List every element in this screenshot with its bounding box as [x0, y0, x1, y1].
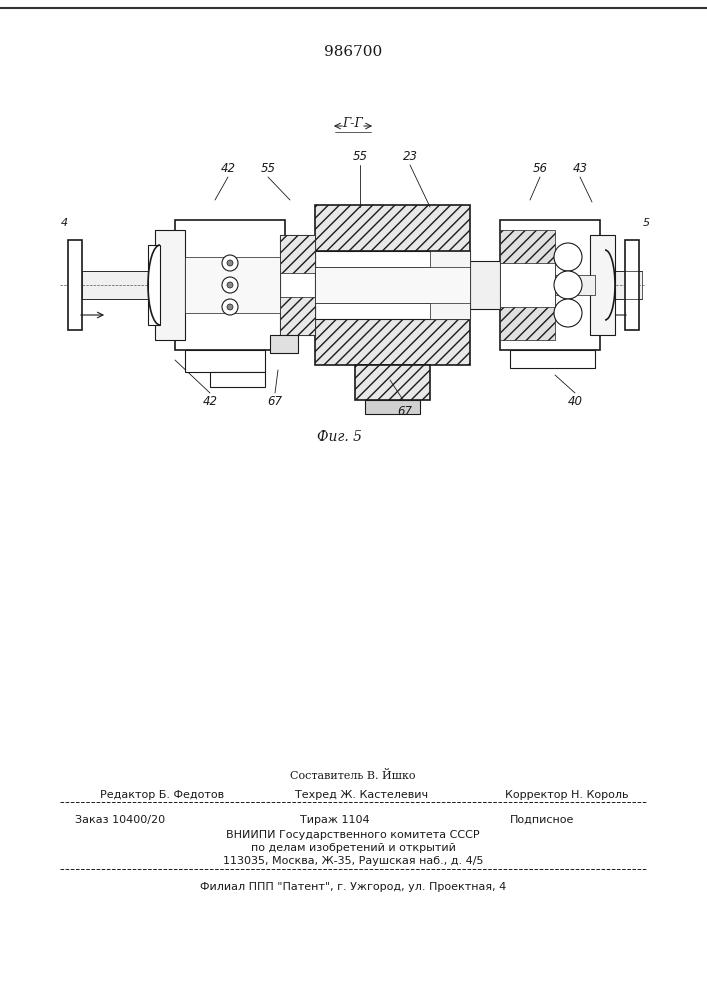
Bar [500, 230, 555, 278]
Text: Заказ 10400/20: Заказ 10400/20 [75, 815, 165, 825]
Circle shape [227, 282, 233, 288]
Text: Филиал ППП "Патент", г. Ужгород, ул. Проектная, 4: Филиал ППП "Патент", г. Ужгород, ул. Про… [200, 882, 506, 892]
Text: 42: 42 [221, 162, 235, 175]
Bar [365, 400, 420, 414]
Bar [555, 275, 595, 295]
Bar [315, 319, 470, 365]
Text: 67: 67 [267, 395, 283, 408]
Text: 23: 23 [402, 150, 418, 163]
Circle shape [554, 271, 582, 299]
Bar [175, 220, 285, 350]
Circle shape [554, 299, 582, 327]
Bar [280, 235, 315, 335]
Text: ВНИИПИ Государственного комитета СССР: ВНИИПИ Государственного комитета СССР [226, 830, 480, 840]
Circle shape [554, 243, 582, 271]
Text: Техред Ж. Кастелевич: Техред Ж. Кастелевич [295, 790, 428, 800]
Text: 55: 55 [353, 150, 368, 163]
Bar [315, 205, 470, 251]
Bar [270, 335, 298, 353]
Circle shape [222, 277, 238, 293]
Text: 67: 67 [397, 405, 412, 418]
Bar [500, 292, 555, 340]
Text: 43: 43 [573, 162, 588, 175]
Bar [285, 267, 315, 303]
Bar [355, 365, 430, 400]
Text: 56: 56 [532, 162, 547, 175]
Text: Тираж 1104: Тираж 1104 [300, 815, 370, 825]
Text: 4: 4 [60, 218, 68, 228]
Bar [148, 245, 160, 325]
Text: Подписное: Подписное [510, 815, 574, 825]
Circle shape [227, 304, 233, 310]
Bar [510, 350, 595, 368]
Bar [280, 235, 315, 273]
Text: 986700: 986700 [324, 45, 382, 59]
Text: 5: 5 [643, 218, 650, 228]
Text: Редактор Б. Федотов: Редактор Б. Федотов [100, 790, 224, 800]
Text: 42: 42 [202, 395, 218, 408]
Bar [500, 263, 555, 307]
Bar [315, 251, 470, 319]
Text: 55: 55 [260, 162, 276, 175]
Bar [470, 261, 500, 309]
Text: Фиг. 5: Фиг. 5 [317, 430, 363, 444]
Bar [185, 257, 280, 313]
Circle shape [222, 255, 238, 271]
Bar [625, 240, 639, 330]
Text: по делам изобретений и открытий: по делам изобретений и открытий [250, 843, 455, 853]
Bar [82, 271, 642, 299]
Bar [590, 235, 615, 335]
Text: 40: 40 [568, 395, 583, 408]
Circle shape [222, 299, 238, 315]
Bar [68, 240, 82, 330]
Bar [315, 267, 470, 303]
Text: Г-Г: Г-Г [343, 117, 363, 130]
Text: 113035, Москва, Ж-35, Раушская наб., д. 4/5: 113035, Москва, Ж-35, Раушская наб., д. … [223, 856, 484, 866]
Text: Составитель В. Йшко: Составитель В. Йшко [291, 770, 416, 781]
Bar [185, 350, 265, 372]
Bar [155, 230, 185, 340]
Text: Корректор Н. Король: Корректор Н. Король [505, 790, 629, 800]
Bar [210, 372, 265, 387]
Bar [500, 220, 600, 350]
Bar [280, 297, 315, 335]
Circle shape [227, 260, 233, 266]
Bar [430, 251, 470, 319]
